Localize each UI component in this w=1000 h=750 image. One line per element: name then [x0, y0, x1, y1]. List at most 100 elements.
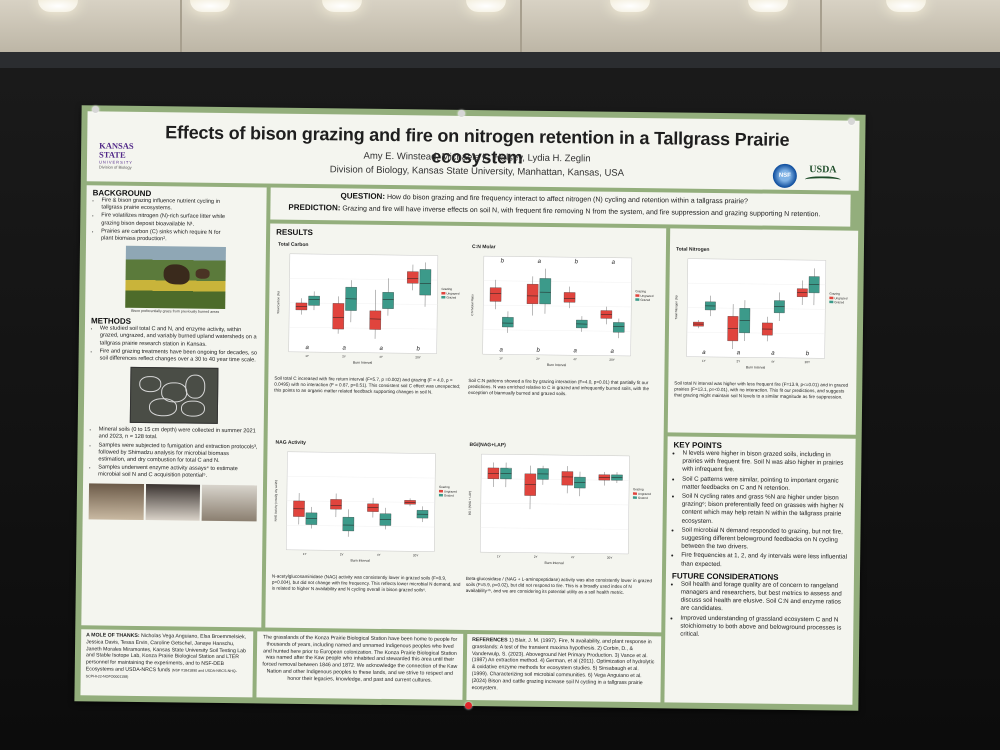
- total-nitrogen-panel: Total Nitrogen Total Nitrogen (%) 1Y a 2Y a 4Y…: [667, 228, 859, 435]
- usda-logo-swoosh: [804, 176, 841, 184]
- total-nitrogen-chart: Total Nitrogen Total Nitrogen (%) 1Y a 2Y a 4Y…: [674, 247, 848, 370]
- legend-label: Ungrazed: [444, 489, 457, 493]
- caption-bg: Beta-glucosidase / (NAG + L-aminopeptida…: [465, 575, 652, 595]
- box: [332, 303, 345, 330]
- legend-label: Ungrazed: [640, 294, 653, 298]
- box: [502, 316, 514, 328]
- x-axis-label: Burn Interval: [353, 361, 373, 365]
- list-item: Soil microbial N demand responded to gra…: [681, 526, 848, 553]
- ksu-logo-name: KANSAS STATE: [99, 140, 134, 160]
- list-item: Fire volatilizes nitrogen (N)-rich surfa…: [101, 213, 227, 229]
- caption-total-carbon: Soil total C increased with fire return …: [274, 375, 461, 395]
- chart-c-n-molar: C:N Molar C:N Molar Ratio 1Y b a 2Y a b 4Y b a 20Y a…: [470, 244, 654, 367]
- gridline: [686, 331, 825, 335]
- list-item: Soil C patterns were similar, pointing t…: [682, 475, 849, 493]
- legend-title: Grazing: [829, 292, 840, 296]
- box: [407, 271, 419, 284]
- box: [308, 295, 320, 306]
- box: [330, 499, 342, 510]
- legend-swatch-grazed: [829, 300, 834, 304]
- significance-letter: a: [573, 348, 577, 354]
- x-tick-label: 4Y: [377, 553, 381, 557]
- x-axis-label: Burn Interval: [544, 561, 564, 565]
- legend-label: Ungrazed: [638, 492, 651, 496]
- legend-label: Grazed: [638, 496, 648, 500]
- legend-label: Ungrazed: [446, 292, 459, 296]
- list-item: Soil health and forage quality are of co…: [681, 580, 848, 615]
- list-item: Improved understanding of grassland ecos…: [680, 614, 847, 641]
- caption-total-nitrogen: Soil total N interval was higher with le…: [674, 380, 849, 400]
- poster-header: Effects of bison grazing and fire on nit…: [86, 111, 860, 191]
- box: [563, 292, 576, 303]
- significance-letter: b: [536, 348, 540, 354]
- legend-swatch-ungrazed: [829, 296, 834, 300]
- ceiling-beam: [820, 0, 822, 52]
- watershed-map: [129, 367, 219, 425]
- significance-letter: a: [737, 350, 741, 356]
- legend-label: Grazed: [444, 493, 454, 497]
- acknowledgements-box: A MOLE OF THANKS: Nicholas Vega Anguiano…: [80, 629, 254, 698]
- gridline: [483, 304, 632, 308]
- caption-cn-molar: Soil C:N patterns showed a fire by grazi…: [468, 377, 650, 397]
- x-tick-label: 4Y: [571, 555, 575, 559]
- legend-swatch-ungrazed: [635, 294, 640, 297]
- lab-photo: [145, 483, 201, 521]
- box: [526, 283, 539, 305]
- box: [369, 310, 382, 330]
- references-text: REFERENCES 1) Blair, J. M. (1997). Fire,…: [467, 634, 662, 697]
- conclusions-panel: KEY POINTS N levels were higher in bison…: [664, 436, 856, 705]
- legend-swatch-ungrazed: [632, 492, 637, 495]
- x-axis-label: Burn Interval: [547, 363, 567, 367]
- ceiling: [0, 0, 1000, 52]
- chart-title: NAG Activity: [276, 440, 307, 446]
- bison-figure: [195, 268, 210, 280]
- legend-swatch-grazed: [441, 295, 446, 299]
- ceiling-light: [190, 0, 230, 12]
- chart-total-carbon: Total Carbon Total Carbon (%) 1Y a 2Y a 4Y a 20Y…: [276, 242, 460, 365]
- list-item: Soil N cycling rates and grass %N are hi…: [682, 493, 849, 528]
- lab-photo: [201, 484, 258, 522]
- x-tick-label: 4Y: [379, 355, 383, 359]
- box: [539, 278, 552, 305]
- significance-letter: b: [417, 346, 421, 352]
- gridline: [287, 476, 436, 479]
- usda-logo: USDA: [803, 164, 843, 186]
- list-item: Fire frequencies at 1, 2, and 4y interva…: [681, 552, 848, 570]
- prediction-label: PREDICTION:: [288, 202, 341, 213]
- gridline: [480, 502, 629, 506]
- significance-letter: a: [343, 345, 347, 351]
- chart-title: Total Nitrogen: [676, 247, 710, 253]
- ceiling-beam: [520, 0, 522, 52]
- left-column: BACKGROUND Fire & bison grazing influenc…: [81, 185, 267, 628]
- list-item: Prairies are carbon (C) sinks which requ…: [101, 228, 227, 244]
- x-tick-label: 1Y: [305, 354, 309, 358]
- chart-bg-nag-lap-: BG/(NAG+LAP) BG / (NAG + LAP) 1Y 2Y 4Y 20Y Bur…: [468, 442, 652, 565]
- x-tick-label: 1Y: [303, 552, 307, 556]
- ceiling-beam: [180, 0, 182, 52]
- key-points-list: N levels were higher in bison grazed soi…: [672, 449, 849, 570]
- x-axis-label: Burn Interval: [746, 365, 766, 369]
- legend-label: Grazed: [834, 300, 844, 304]
- ksu-logo: KANSAS STATE UNIVERSITY Division of Biol…: [98, 140, 159, 170]
- list-item: Samples underwent enzyme activity assays…: [98, 465, 257, 481]
- question-label: QUESTION:: [340, 191, 386, 201]
- box: [613, 322, 625, 333]
- land-acknowledgement-box: The grasslands of the Konza Prairie Biol…: [256, 631, 464, 700]
- x-tick-label: 2Y: [736, 359, 740, 363]
- land-acknowledgement-text: The grasslands of the Konza Prairie Biol…: [262, 634, 458, 684]
- chart-title: BG/(NAG+LAP): [470, 442, 507, 448]
- ceiling-light: [322, 0, 362, 12]
- list-item: Fire and grazing treatments have been on…: [100, 348, 259, 364]
- y-axis-label: NAG Activity (nmol/g dry soil/h): [274, 480, 279, 521]
- poster-title: Effects of bison grazing and fire on nit…: [165, 122, 790, 168]
- significance-letter: a: [306, 345, 310, 351]
- ksu-logo-division: Division of Biology: [98, 164, 132, 170]
- legend-title: Grazing: [635, 289, 646, 293]
- ceiling-light: [466, 0, 506, 12]
- ceiling-light: [748, 0, 788, 12]
- push-pin: [92, 106, 99, 113]
- significance-letter: a: [702, 350, 706, 356]
- x-axis-label: Burn Interval: [350, 559, 370, 563]
- lab-photo: [88, 483, 144, 520]
- legend-title: Grazing: [441, 287, 452, 291]
